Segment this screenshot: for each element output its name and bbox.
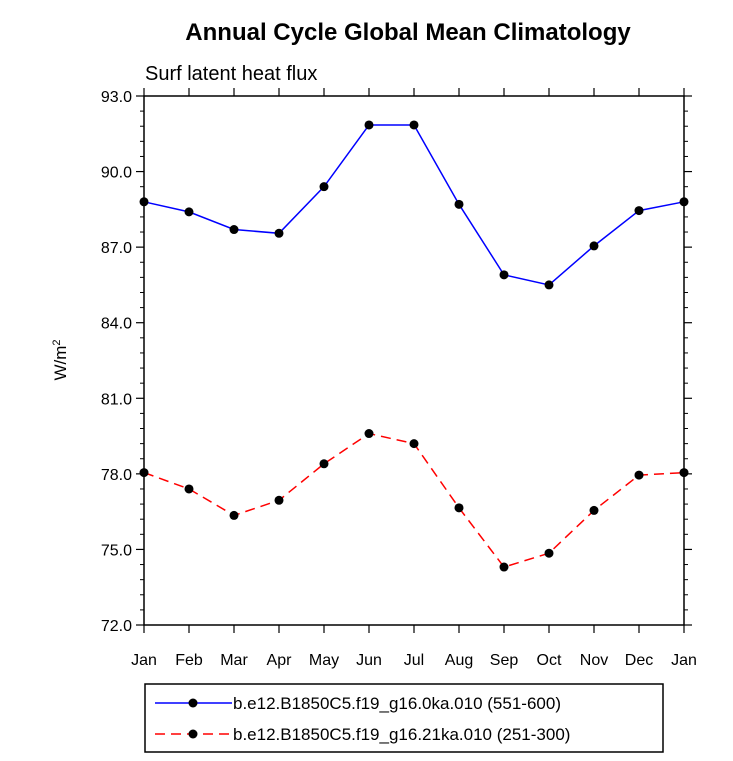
data-point — [499, 562, 509, 572]
y-tick-label: 75.0 — [101, 542, 132, 559]
legend-label: b.e12.B1850C5.f19_g16.21ka.010 (251-300) — [233, 725, 570, 744]
series-2 — [139, 429, 689, 572]
legend-box — [144, 683, 664, 753]
y-tick-label: 93.0 — [101, 89, 132, 106]
legend-marker — [188, 698, 198, 708]
data-point — [274, 228, 284, 238]
data-point — [274, 495, 284, 505]
series-1 — [139, 120, 689, 290]
data-point — [634, 206, 644, 216]
series-line — [143, 432, 685, 568]
plot-frame — [143, 95, 685, 626]
data-point — [544, 548, 554, 558]
x-tick-label: May — [309, 652, 339, 669]
data-point — [454, 199, 464, 209]
data-point — [319, 182, 329, 192]
data-point — [409, 120, 419, 130]
data-point — [544, 280, 554, 290]
y-tick-label: 84.0 — [101, 316, 132, 333]
y-tick-label: 90.0 — [101, 165, 132, 182]
legend-entries: b.e12.B1850C5.f19_g16.0ka.010 (551-600) b… — [155, 694, 570, 744]
x-tick-label: Jun — [356, 652, 382, 669]
chart-subtitle: Surf latent heat flux — [145, 63, 317, 85]
y-tick-label: 81.0 — [101, 391, 132, 408]
x-tick-label: Nov — [580, 652, 608, 669]
y-tick-label: 87.0 — [101, 240, 132, 257]
chart-title: Annual Cycle Global Mean Climatology — [185, 19, 631, 46]
data-point — [499, 270, 509, 280]
x-tick-label: Aug — [445, 652, 473, 669]
x-tick-label: Jan — [131, 652, 157, 669]
x-tick-label: Feb — [175, 652, 203, 669]
legend-marker — [188, 729, 198, 739]
x-axis-ticks: Jan Feb Mar Apr May Jun Jul Aug Sep Oct Nov Dec Jan — [131, 88, 697, 669]
data-point — [184, 207, 194, 217]
y-tick-label: 78.0 — [101, 467, 132, 484]
x-tick-label: Apr — [267, 652, 293, 669]
data-point — [679, 468, 689, 478]
x-tick-label: Oct — [537, 652, 562, 669]
x-tick-label: Jul — [404, 652, 424, 669]
data-point — [229, 510, 239, 520]
legend-entry-2: b.e12.B1850C5.f19_g16.21ka.010 (251-300) — [155, 725, 570, 744]
data-point — [139, 197, 149, 207]
y-axis-label: W/m2 — [51, 339, 70, 380]
data-point — [364, 429, 374, 439]
data-point — [589, 505, 599, 515]
legend: b.e12.B1850C5.f19_g16.0ka.010 (551-600) b… — [144, 683, 664, 753]
legend-label: b.e12.B1850C5.f19_g16.0ka.010 (551-600) — [233, 694, 561, 713]
y-tick-label: 72.0 — [101, 618, 132, 635]
data-point — [319, 459, 329, 469]
data-point — [454, 503, 464, 513]
data-point — [229, 225, 239, 235]
data-point — [184, 484, 194, 494]
y-axis-ticks: 72.0 75.0 78.0 81.0 84.0 87.0 90.0 93.0 — [101, 89, 692, 635]
data-point — [364, 120, 374, 130]
legend-entry-1: b.e12.B1850C5.f19_g16.0ka.010 (551-600) — [155, 694, 561, 713]
x-tick-label: Jan — [671, 652, 697, 669]
data-point — [139, 468, 149, 478]
x-tick-label: Mar — [220, 652, 248, 669]
data-point — [409, 439, 419, 449]
data-point — [589, 241, 599, 251]
data-point — [634, 470, 644, 480]
series-line — [143, 124, 685, 286]
x-tick-label: Sep — [490, 652, 519, 669]
series-layer — [139, 120, 689, 572]
plot-axes — [143, 95, 685, 626]
x-tick-label: Dec — [625, 652, 653, 669]
data-point — [679, 197, 689, 207]
